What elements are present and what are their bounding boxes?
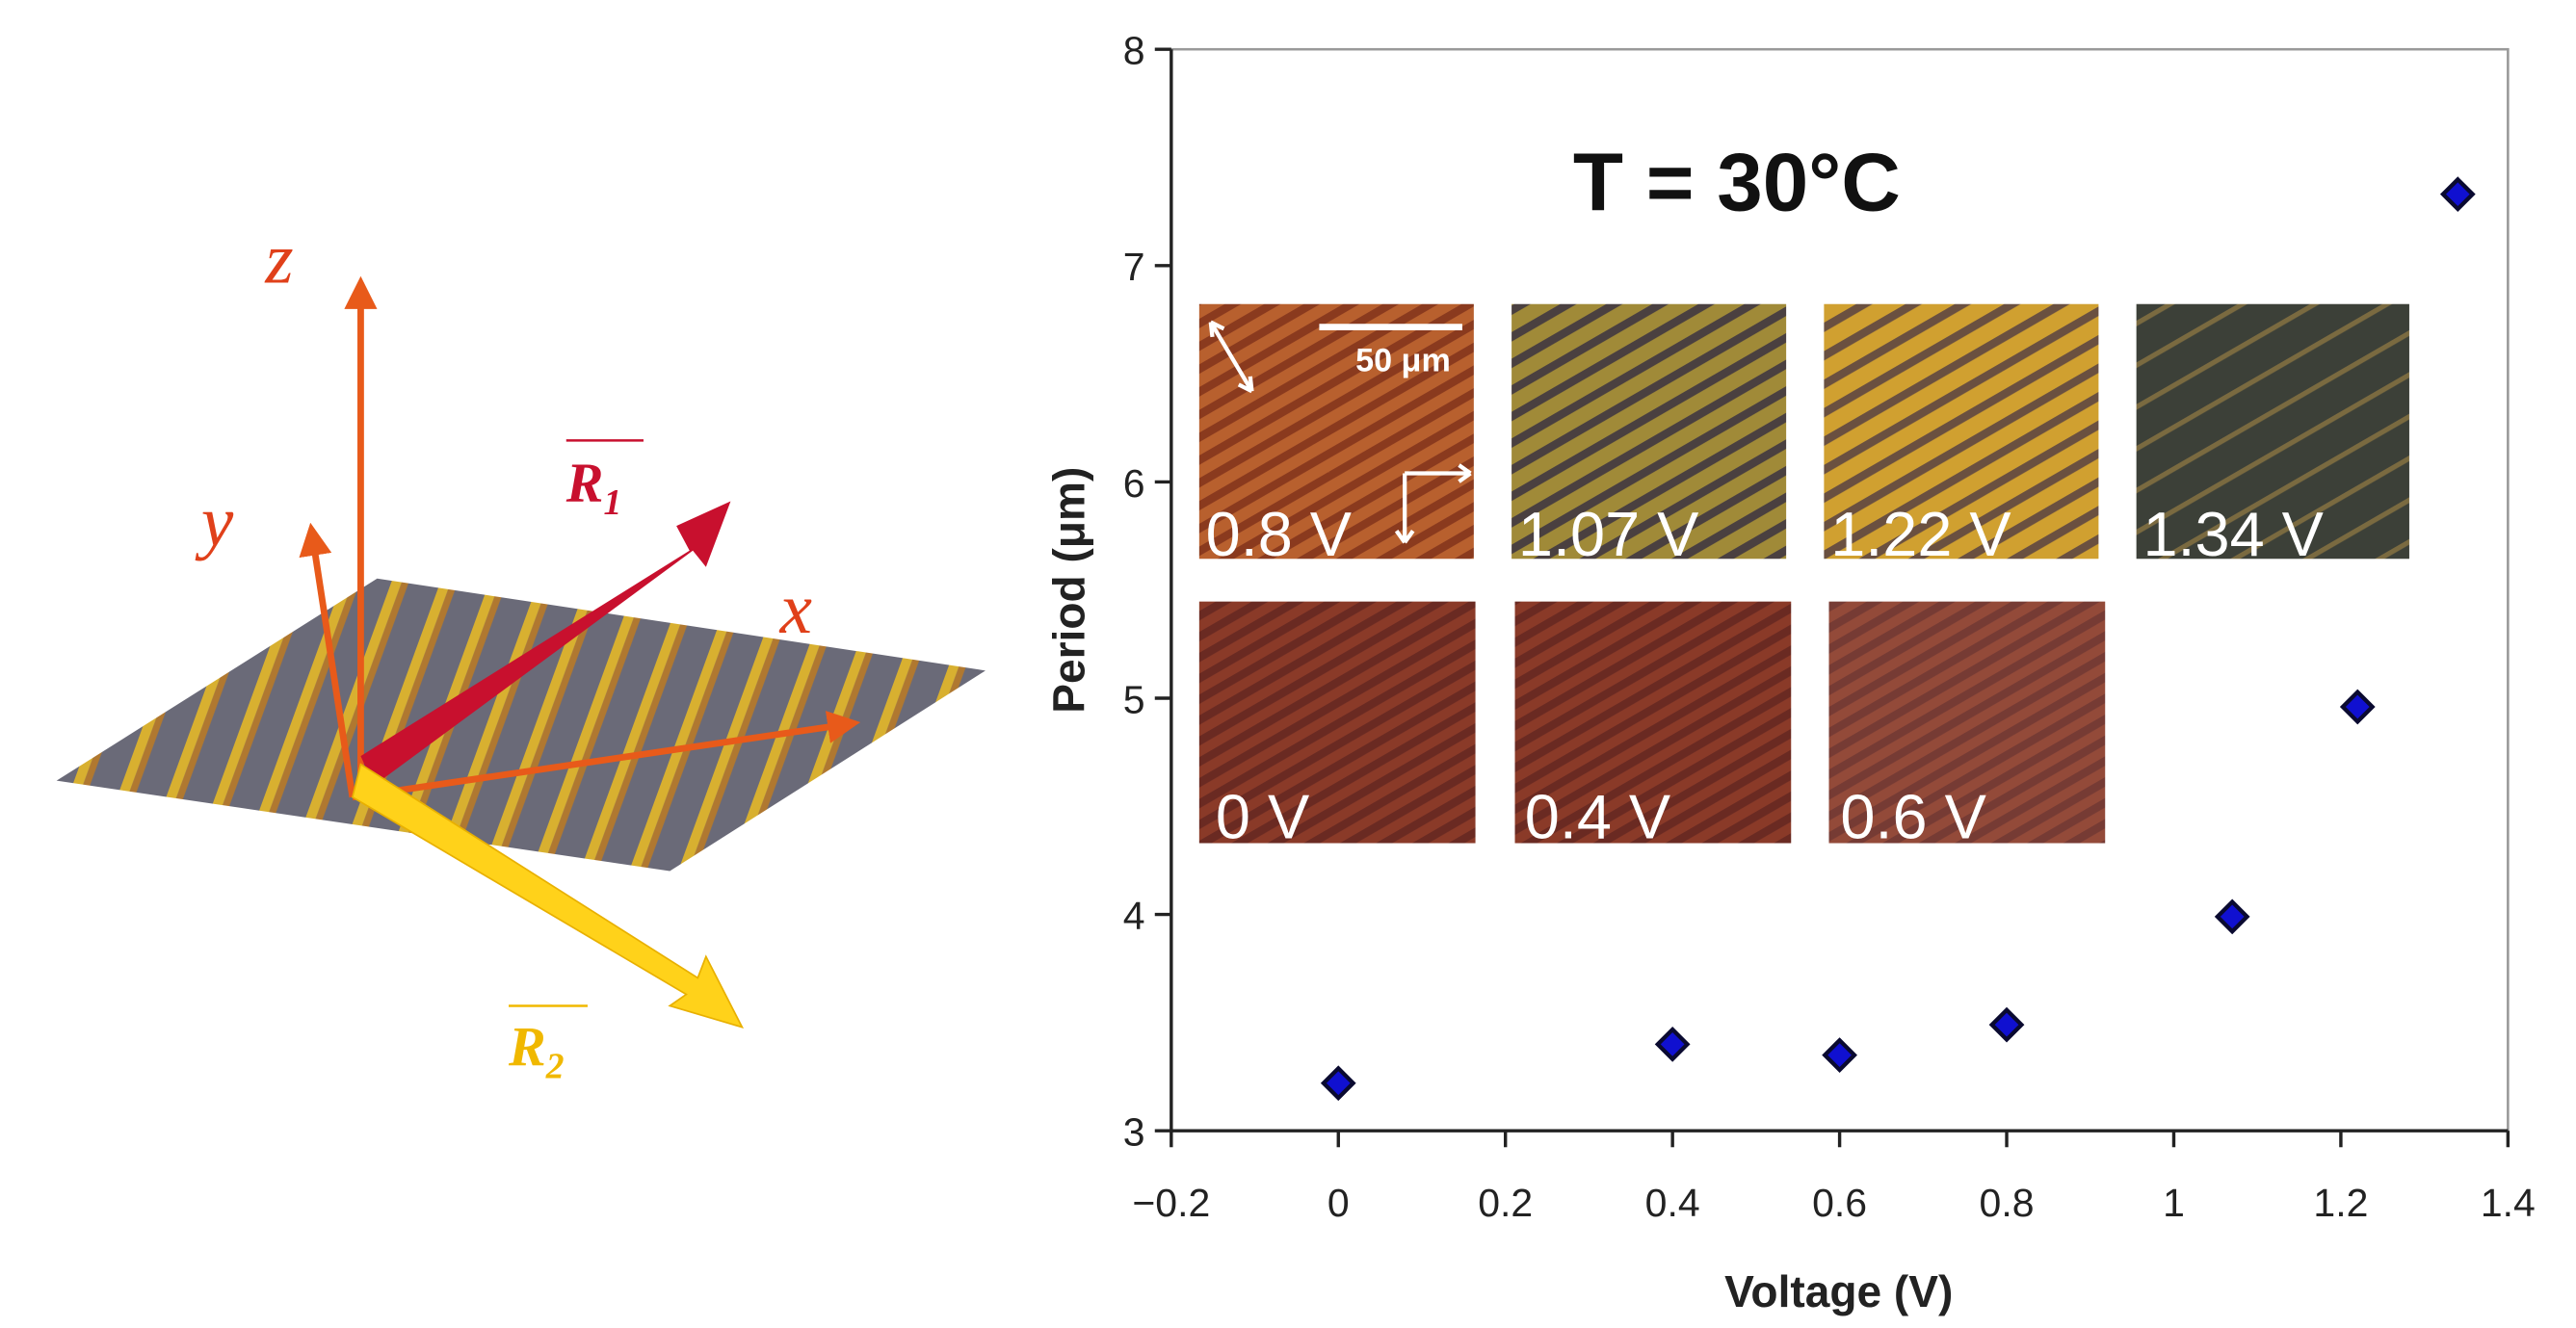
inset-label: 0.6 V [1840, 781, 1985, 851]
x-tick-label: 0.4 [1645, 1181, 1700, 1225]
inset-image [1198, 601, 1476, 844]
x-tick-label: 1 [2163, 1181, 2185, 1225]
scale-bar-label: 50 μm [1355, 343, 1451, 379]
insets: 50 μm 0.8 V 1.07 V 1.22 V 1.34 V 0 V 0.4 V 0.6… [1198, 303, 2409, 851]
r1-label: R1 [565, 452, 621, 524]
temperature-annotation: T = 30°C [1573, 137, 1901, 228]
x-tick-label: 1.4 [2481, 1181, 2536, 1225]
y-axis-label: Period (μm) [1043, 467, 1093, 714]
r1-arrow [360, 501, 731, 786]
y-axis-arrow [299, 522, 356, 798]
data-point [2214, 898, 2250, 935]
x-tick-label: 0 [1327, 1181, 1350, 1225]
data-point [1988, 1006, 2025, 1043]
inset-label: 0.4 V [1525, 781, 1670, 851]
inset-label: 0 V [1216, 781, 1309, 851]
polarizer-arrows [1208, 320, 1254, 394]
y-label: y [195, 482, 234, 562]
x-label: x [779, 569, 812, 649]
data-point [2339, 689, 2376, 725]
inset-image [1511, 303, 1787, 560]
inset-image [1824, 303, 2099, 560]
inset-label: 1.07 V [1518, 499, 1698, 569]
x-tick-label: 1.2 [2313, 1181, 2368, 1225]
x-tick-label: −0.2 [1132, 1181, 1210, 1225]
y-tick-label: 5 [1123, 677, 1145, 721]
y-tick-label: 3 [1123, 1110, 1145, 1155]
y-tick-label: 4 [1123, 894, 1145, 938]
data-point [1822, 1037, 1857, 1073]
x-tick-label: 0.2 [1478, 1181, 1533, 1225]
analyzer-arrows [1394, 463, 1472, 544]
x-tick-label: 0.6 [1812, 1181, 1867, 1225]
x-tick-label: 0.8 [1980, 1181, 2035, 1225]
r2-label: R2 [508, 1015, 564, 1087]
inset-label: 1.22 V [1830, 499, 2011, 569]
x-axis-label: Voltage (V) [1724, 1266, 1953, 1316]
r2-arrow [351, 763, 745, 1029]
inset-image [2136, 303, 2409, 560]
inset-label: 0.8 V [1206, 499, 1352, 569]
data-point [1320, 1065, 1356, 1102]
inset-image [1828, 601, 2106, 844]
sample-plane [56, 578, 986, 872]
y-tick-label: 8 [1123, 29, 1145, 73]
data-point [2439, 176, 2476, 213]
inset-image [1198, 303, 1474, 560]
inset-label: 1.34 V [2142, 499, 2323, 569]
z-label: z [264, 220, 293, 299]
x-axis-arrow [352, 711, 861, 801]
inset-image [1514, 601, 1792, 844]
y-tick-label: 6 [1123, 461, 1145, 506]
diagram: z y x R1 R2 [56, 220, 986, 1087]
y-tick-label: 7 [1123, 245, 1145, 289]
data-point [1654, 1026, 1691, 1062]
